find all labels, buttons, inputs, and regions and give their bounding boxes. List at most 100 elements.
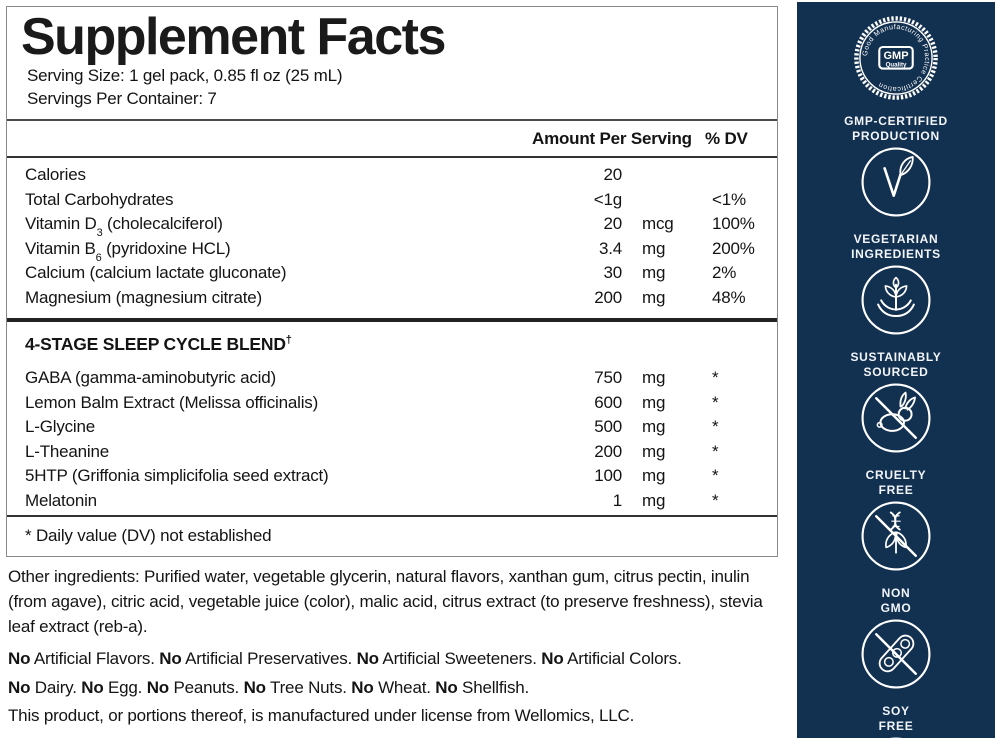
ingredient-dv: 2% bbox=[712, 263, 737, 282]
nutrient-row: Calories 20 bbox=[7, 163, 777, 188]
ingredient-name: GABA (gamma-aminobutyric acid) bbox=[25, 368, 276, 387]
blend-rows: GABA (gamma-aminobutyric acid) 750 mg * Lemo… bbox=[7, 366, 777, 513]
column-percent-dv: % DV bbox=[705, 129, 748, 148]
svg-text:GMP: GMP bbox=[883, 50, 908, 62]
badge-label: SOY FREE bbox=[878, 704, 914, 733]
ingredient-name: L-Theanine bbox=[25, 441, 110, 461]
ingredient-unit: mg bbox=[642, 392, 666, 412]
column-gap bbox=[622, 440, 636, 465]
badge-non-gmo: NON GMO bbox=[858, 498, 934, 616]
blend-row: L-Glycine 500 mg * bbox=[7, 415, 777, 440]
blend-row: Lemon Balm Extract (Melissa officinalis)… bbox=[7, 391, 777, 416]
ingredient-name: Total Carbohydrates bbox=[25, 189, 174, 209]
badge-label: VEGETARIAN INGREDIENTS bbox=[851, 232, 941, 261]
ingredient-amount: 20 bbox=[603, 214, 622, 233]
ingredient-amount: 600 bbox=[594, 392, 622, 412]
ingredient-name: Melatonin bbox=[25, 490, 97, 510]
blend-row: Melatonin 1 mg * bbox=[7, 489, 777, 514]
ingredient-amount: 1 bbox=[612, 490, 622, 510]
nutrient-row: Vitamin D3 (cholecalciferol) 20 mcg 100% bbox=[7, 212, 777, 240]
column-gap bbox=[622, 188, 636, 213]
blend-row: GABA (gamma-aminobutyric acid) 750 mg * bbox=[7, 366, 777, 391]
column-gap bbox=[622, 489, 636, 514]
ingredient-amount: 200 bbox=[594, 287, 622, 307]
ingredient-dv: * bbox=[712, 417, 719, 436]
ingredient-amount: 200 bbox=[594, 441, 622, 461]
ingredient-unit: mg bbox=[642, 466, 666, 485]
gluten-free-icon bbox=[858, 734, 934, 740]
badge-label: SUSTAINABLY SOURCED bbox=[850, 350, 942, 379]
ingredient-name: Vitamin D3 (cholecalciferol) bbox=[25, 214, 223, 240]
ingredient-dv: * bbox=[712, 368, 719, 387]
ingredient-dv: 48% bbox=[712, 287, 746, 307]
ingredient-name: Calcium (calcium lactate gluconate) bbox=[25, 263, 287, 282]
nutrient-row: Total Carbohydrates <1g <1% bbox=[7, 188, 777, 213]
nutrient-row: Magnesium (magnesium citrate) 200 mg 48% bbox=[7, 286, 777, 311]
nutrient-rows: Calories 20 Total Carbohydrates <1g <1% Vitam… bbox=[7, 158, 777, 310]
title-section: Supplement Facts Serving Size: 1 gel pac… bbox=[7, 7, 777, 121]
nutrient-row: Vitamin B6 (pyridoxine HCL) 3.4 mg 200% bbox=[7, 237, 777, 264]
non-gmo-icon bbox=[858, 498, 934, 579]
badge-label: CRUELTY FREE bbox=[865, 468, 927, 497]
ingredient-unit: mcg bbox=[642, 214, 674, 233]
ingredient-name: Calories bbox=[25, 165, 86, 184]
dv-footnote: * Daily value (DV) not established bbox=[7, 515, 777, 556]
column-gap bbox=[622, 261, 636, 286]
ingredient-unit bbox=[636, 163, 712, 188]
claims-line: No Artificial Flavors. No Artificial Pre… bbox=[8, 649, 682, 668]
page-title: Supplement Facts bbox=[21, 8, 446, 66]
ingredient-name: 5HTP (Griffonia simplicifolia seed extra… bbox=[25, 466, 329, 485]
ingredient-dv bbox=[712, 163, 777, 188]
license-note: This product, or portions thereof, is ma… bbox=[8, 706, 635, 725]
ingredient-unit: mg bbox=[642, 441, 666, 461]
badge-cruelty-free: CRUELTY FREE bbox=[858, 380, 934, 498]
ingredient-unit bbox=[636, 188, 712, 213]
badge-sustainably-sourced: SUSTAINABLY SOURCED bbox=[850, 262, 941, 380]
ingredient-amount: <1g bbox=[593, 189, 622, 209]
other-ingredients: Other ingredients: Purified water, veget… bbox=[8, 567, 763, 636]
ingredient-dv: * bbox=[712, 466, 719, 485]
vegetarian-icon bbox=[858, 144, 934, 225]
badge-label: NON GMO bbox=[880, 586, 912, 615]
ingredient-amount: 500 bbox=[594, 417, 622, 436]
ingredient-amount: 3.4 bbox=[598, 238, 622, 258]
ingredient-amount: 20 bbox=[603, 165, 622, 184]
ingredient-unit: mg bbox=[642, 263, 666, 282]
column-gap bbox=[622, 163, 636, 188]
claims-line: No Dairy. No Egg. No Peanuts. No Tree Nu… bbox=[8, 677, 530, 697]
ingredient-unit: mg bbox=[642, 490, 666, 510]
ingredient-dv: * bbox=[712, 490, 719, 510]
certification-sidebar: Good Manufacturing Practice Certificatio… bbox=[797, 2, 995, 740]
column-gap bbox=[622, 464, 636, 489]
ingredient-unit: mg bbox=[642, 238, 666, 258]
ingredient-name: Lemon Balm Extract (Melissa officinalis) bbox=[25, 392, 319, 412]
blend-heading-text: 4-STAGE SLEEP CYCLE BLEND bbox=[25, 334, 286, 354]
blend-row: L-Theanine 200 mg * bbox=[7, 440, 777, 465]
ingredient-amount: 750 bbox=[594, 368, 622, 387]
column-gap bbox=[622, 415, 636, 440]
servings-per-container: Servings Per Container: 7 bbox=[27, 88, 217, 108]
column-gap bbox=[622, 391, 636, 416]
column-gap bbox=[622, 366, 636, 391]
badge-label: GMP-CERTIFIED PRODUCTION bbox=[844, 114, 948, 143]
ingredient-dv: 200% bbox=[712, 238, 755, 258]
gmp-seal-icon: Good Manufacturing Practice Certificatio… bbox=[852, 14, 940, 107]
badge-gmp-certified-production: Good Manufacturing Practice Certificatio… bbox=[844, 14, 948, 144]
blend-heading: 4-STAGE SLEEP CYCLE BLEND† bbox=[25, 334, 777, 355]
sustainably-sourced-icon bbox=[858, 262, 934, 343]
cruelty-free-icon bbox=[858, 380, 934, 461]
column-gap bbox=[622, 237, 636, 262]
ingredient-dv: 100% bbox=[712, 214, 755, 233]
column-gap bbox=[622, 212, 636, 237]
nutrient-row: Calcium (calcium lactate gluconate) 30 mg 2… bbox=[7, 261, 777, 286]
ingredient-dv: * bbox=[712, 392, 719, 412]
badge-vegetarian-ingredients: VEGETARIAN INGREDIENTS bbox=[851, 144, 941, 262]
svg-text:Quality: Quality bbox=[886, 61, 907, 68]
column-amount-per-serving: Amount Per Serving bbox=[532, 129, 692, 148]
allergen-claims: No Artificial Flavors. No Artificial Pre… bbox=[8, 645, 790, 702]
supplement-facts-panel: Supplement Facts Serving Size: 1 gel pac… bbox=[6, 6, 778, 557]
table-header: Amount Per Serving % DV bbox=[7, 121, 777, 158]
soy-free-icon bbox=[858, 616, 934, 697]
ingredient-dv: * bbox=[712, 441, 719, 461]
